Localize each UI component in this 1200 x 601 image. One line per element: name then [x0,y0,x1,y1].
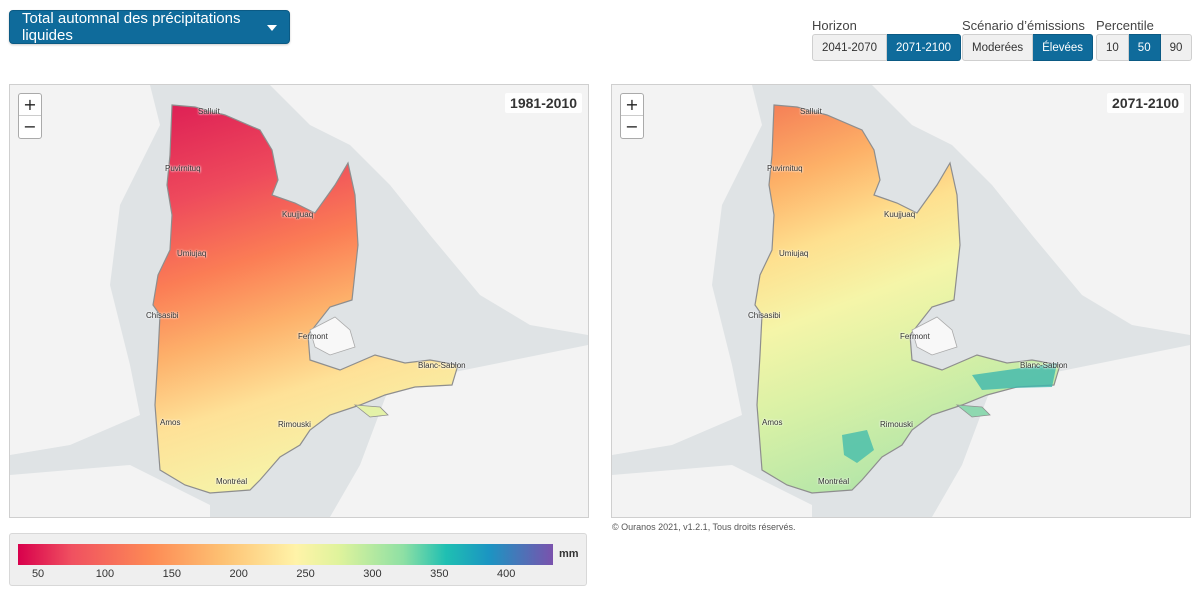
zoom-out-button[interactable]: − [625,117,639,136]
map-period-label-historical: 1981-2010 [505,93,582,113]
city-label-amos: Amos [762,418,783,427]
scenario-option-elevees[interactable]: Élevées [1033,34,1094,61]
legend-tick-label: 200 [229,568,248,580]
horizon-control: Horizon 2041-2070 2071-2100 [812,18,961,61]
zoom-out-button[interactable]: − [23,117,37,136]
city-label-salluit: Salluit [800,107,822,116]
zoom-control-projected: + − [620,93,644,139]
quebec-region-projected [754,104,1061,494]
city-label-umiujaq: Umiujaq [177,249,207,258]
city-label-montreal: Montréal [216,477,248,486]
scenario-control: Scénario d’émissions Moderées Élevées [962,18,1094,61]
city-label-kuujjuaq: Kuujjuaq [282,210,314,219]
map-period-label-projected: 2071-2100 [1107,93,1184,113]
zoom-in-button[interactable]: + [621,94,643,116]
quebec-region-historical [152,104,459,494]
city-label-umiujaq: Umiujaq [779,249,809,258]
city-label-blanc-sablon: Blanc-Sablon [418,361,466,370]
horizon-option-2071-2100[interactable]: 2071-2100 [887,34,961,61]
horizon-option-2041-2070[interactable]: 2041-2070 [812,34,887,61]
city-label-blanc-sablon: Blanc-Sablon [1020,361,1068,370]
legend-unit: mm [559,548,579,560]
zoom-control-historical: + − [18,93,42,139]
percentile-control: Percentile 10 50 90 [1096,18,1193,61]
legend-color-bar [18,544,553,565]
legend-tick-label: 400 [497,568,516,580]
city-label-rimouski: Rimouski [278,420,311,429]
legend-tick-label: 350 [430,568,449,580]
legend-tick-label: 150 [162,568,181,580]
percentile-option-90[interactable]: 90 [1160,34,1193,61]
map-projected-canvas [612,85,1190,517]
city-label-puvirnituq: Puvirnituq [165,164,201,173]
legend-tick-label: 300 [363,568,382,580]
city-label-puvirnituq: Puvirnituq [767,164,803,173]
scenario-label: Scénario d’émissions [962,18,1085,33]
percentile-option-10[interactable]: 10 [1096,34,1129,61]
map-historical-canvas [10,85,588,517]
city-label-fermont: Fermont [298,332,328,341]
city-label-amos: Amos [160,418,181,427]
city-label-salluit: Salluit [198,107,220,116]
city-label-chisasibi: Chisasibi [748,311,781,320]
map-historical[interactable]: + − 1981-2010 Salluit Puvirnituq Kuujjua… [9,84,589,518]
map-projected[interactable]: + − 2071-2100 Salluit Puvirnituq Kuujjua… [611,84,1191,518]
legend-tick-label: 250 [296,568,315,580]
caret-down-icon [267,25,277,31]
legend-tick-label: 50 [31,568,45,580]
percentile-label: Percentile [1096,18,1154,33]
color-legend: mm 50 100 150 200 250 300 350 400 [9,533,587,586]
variable-dropdown-label: Total automnal des précipitations liquid… [22,10,241,44]
zoom-in-button[interactable]: + [19,94,41,116]
attribution-text: © Ouranos 2021, v1.2.1, Tous droits rése… [612,522,796,532]
scenario-option-moderees[interactable]: Moderées [962,34,1034,61]
city-label-kuujjuaq: Kuujjuaq [884,210,916,219]
legend-tick-label: 100 [95,568,115,580]
variable-dropdown-button[interactable]: Total automnal des précipitations liquid… [9,10,290,44]
city-label-fermont: Fermont [900,332,930,341]
horizon-label: Horizon [812,18,857,33]
city-label-chisasibi: Chisasibi [146,311,179,320]
city-label-montreal: Montréal [818,477,850,486]
city-label-rimouski: Rimouski [880,420,913,429]
percentile-option-50[interactable]: 50 [1128,34,1161,61]
